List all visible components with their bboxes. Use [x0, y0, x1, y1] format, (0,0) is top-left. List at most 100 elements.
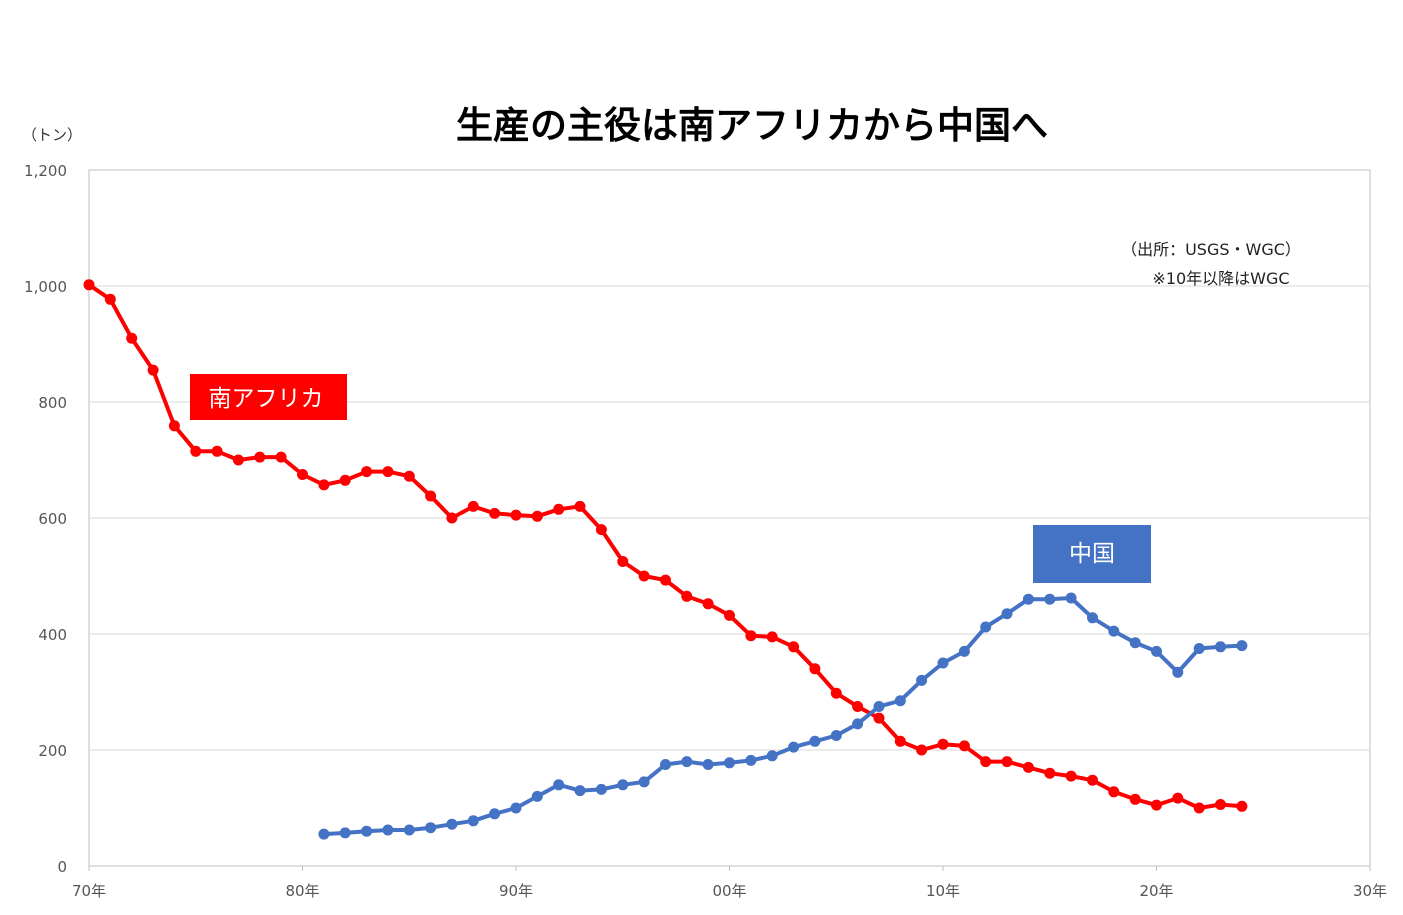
china-point [1193, 643, 1205, 654]
south-africa-point [894, 735, 906, 747]
source-note: （出所：USGS・WGC） [1121, 240, 1301, 259]
south-africa-point [147, 364, 159, 376]
china-point [958, 645, 970, 657]
south-africa-point [681, 590, 693, 602]
south-africa-point [489, 507, 501, 519]
south-africa-label: 南アフリカ [209, 386, 324, 412]
china-point [788, 741, 800, 753]
source-note-wgc: ※10年以降はWGC [1152, 269, 1289, 288]
south-africa-point [553, 503, 565, 515]
south-africa-point [339, 474, 351, 486]
series-group [83, 279, 1248, 840]
south-africa-point [1236, 800, 1248, 812]
china-point [681, 756, 693, 768]
china-point [916, 674, 928, 686]
china-point [489, 808, 501, 820]
y-tick-label: 600 [38, 510, 67, 528]
china-point [980, 621, 992, 633]
china-point [1108, 625, 1120, 637]
china-point [809, 735, 821, 747]
south-africa-point [446, 512, 458, 524]
south-africa-point [1151, 799, 1162, 811]
y-axis-ticks: 0 200 400 600 800 1,000 1,200 [24, 162, 67, 876]
x-tick-label: 10年 [926, 882, 960, 900]
south-africa-point [916, 744, 928, 756]
china-point [574, 785, 586, 797]
south-africa-point [638, 570, 650, 582]
china-point [937, 657, 949, 669]
chart-title: 生産の主役は南アフリカから中国へ [456, 104, 1048, 147]
south-africa-point [1108, 786, 1120, 798]
south-africa-point [809, 663, 821, 675]
china-point [724, 757, 735, 769]
china-point [595, 783, 607, 795]
south-africa-point [425, 490, 437, 502]
china-point [702, 759, 714, 770]
south-africa-point [788, 641, 800, 653]
china-point [510, 802, 522, 814]
x-axis-ticks: 70年 80年 90年 00年 10年 20年 30年 [72, 866, 1387, 900]
south-africa-point [617, 556, 629, 567]
china-point [617, 779, 629, 791]
south-africa-point [531, 510, 543, 522]
gridlines [89, 285, 1370, 751]
china-point [1065, 592, 1077, 604]
south-africa-point [254, 451, 266, 463]
china-point [531, 790, 543, 802]
south-africa-point [852, 701, 864, 712]
y-tick-label: 1,200 [24, 162, 67, 180]
x-tick-label: 30年 [1353, 882, 1387, 900]
china-point [1215, 641, 1226, 653]
china-point [766, 750, 778, 762]
south-africa-point [382, 466, 394, 478]
y-tick-label: 400 [38, 626, 67, 644]
south-africa-point [510, 509, 522, 521]
china-label: 中国 [1069, 541, 1115, 567]
south-africa-point [724, 609, 735, 621]
south-africa-point [702, 598, 714, 610]
south-africa-point [1193, 802, 1205, 814]
china-point [467, 815, 479, 827]
south-africa-point [980, 756, 992, 768]
y-tick-label: 200 [38, 742, 67, 760]
china-line [323, 596, 1243, 837]
china-point [660, 759, 671, 770]
south-africa-point [211, 445, 223, 457]
china-point [1236, 640, 1248, 652]
y-tick-label: 0 [57, 858, 67, 876]
south-africa-point [595, 524, 607, 536]
south-africa-point [873, 712, 885, 724]
south-africa-point [297, 469, 308, 480]
china-point [425, 822, 437, 834]
south-africa-point [660, 574, 671, 586]
china-point [830, 730, 842, 741]
y-axis-unit-label: （トン） [22, 126, 82, 144]
china-label-box: 中国 [1033, 525, 1151, 583]
south-africa-point [232, 454, 244, 466]
south-africa-point [937, 738, 949, 750]
south-africa-point [403, 470, 415, 482]
south-africa-point [361, 466, 373, 478]
south-africa-point [1065, 770, 1077, 782]
china-point [1172, 666, 1184, 678]
x-tick-label: 70年 [72, 882, 106, 900]
south-africa-point [318, 479, 330, 491]
south-africa-point [126, 332, 138, 344]
china-point [1151, 645, 1162, 657]
south-africa-point [467, 500, 479, 512]
south-africa-point [104, 293, 116, 305]
south-africa-point [83, 279, 95, 291]
china-point [446, 818, 458, 830]
south-africa-point [168, 420, 180, 432]
south-africa-point [1001, 756, 1013, 768]
china-point [638, 776, 650, 788]
south-africa-point [574, 500, 586, 512]
south-africa-point [1022, 761, 1034, 773]
south-africa-point [766, 631, 778, 643]
south-africa-label-box: 南アフリカ [190, 374, 347, 420]
south-africa-point [1087, 774, 1098, 786]
china-point [361, 825, 373, 837]
south-africa-point [1129, 793, 1141, 805]
x-tick-label: 90年 [499, 882, 533, 900]
